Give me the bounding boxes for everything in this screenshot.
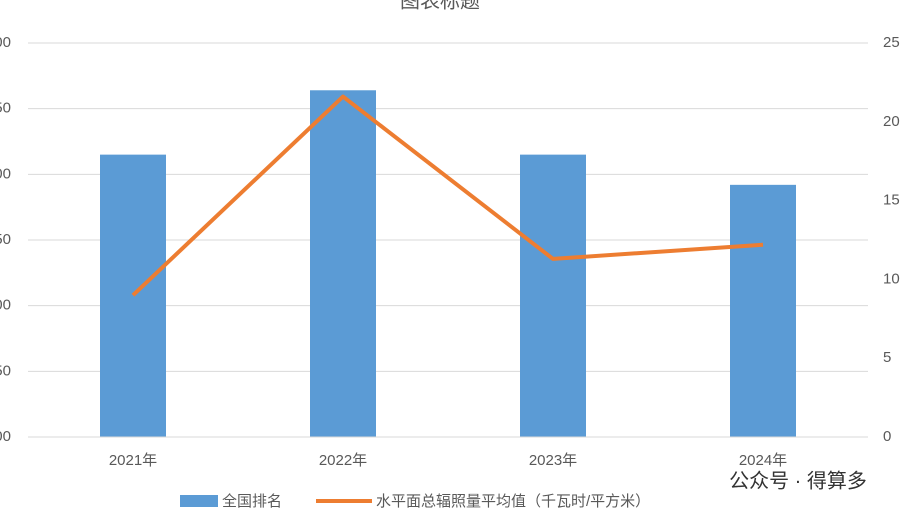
y-tick-label: 150	[0, 362, 11, 379]
bar	[730, 184, 796, 437]
x-tick-label: 2022年	[319, 452, 367, 469]
legend-swatch	[180, 495, 218, 507]
y-tick-label: 300	[0, 165, 11, 182]
legend-label: 水平面总辐照量平均值（千瓦时/平方米）	[376, 493, 650, 510]
chart-title: 图表标题	[400, 0, 480, 12]
y2-tick-label: 0	[883, 428, 891, 445]
line	[131, 94, 764, 297]
bar	[520, 154, 586, 437]
y2-tick-label: 10	[883, 270, 900, 287]
x-tick-label: 2023年	[529, 452, 577, 469]
y-tick-label: 250	[0, 231, 11, 248]
bar	[310, 90, 376, 437]
legend-label: 全国排名	[222, 492, 282, 510]
y-tick-label: 200	[0, 297, 11, 314]
bar	[100, 154, 166, 437]
y2-tick-label: 25	[883, 34, 900, 51]
y2-tick-label: 5	[883, 349, 891, 366]
y2-tick-label: 20	[883, 113, 900, 130]
y-tick-label: 350	[0, 100, 11, 117]
x-tick-label: 2024年	[739, 452, 787, 469]
x-tick-label: 2021年	[109, 452, 157, 469]
watermark: 公众号 · 得算多	[729, 469, 867, 492]
y-tick-label: 400	[0, 34, 11, 51]
y-tick-label: 100	[0, 428, 11, 445]
y2-tick-label: 15	[883, 192, 900, 209]
